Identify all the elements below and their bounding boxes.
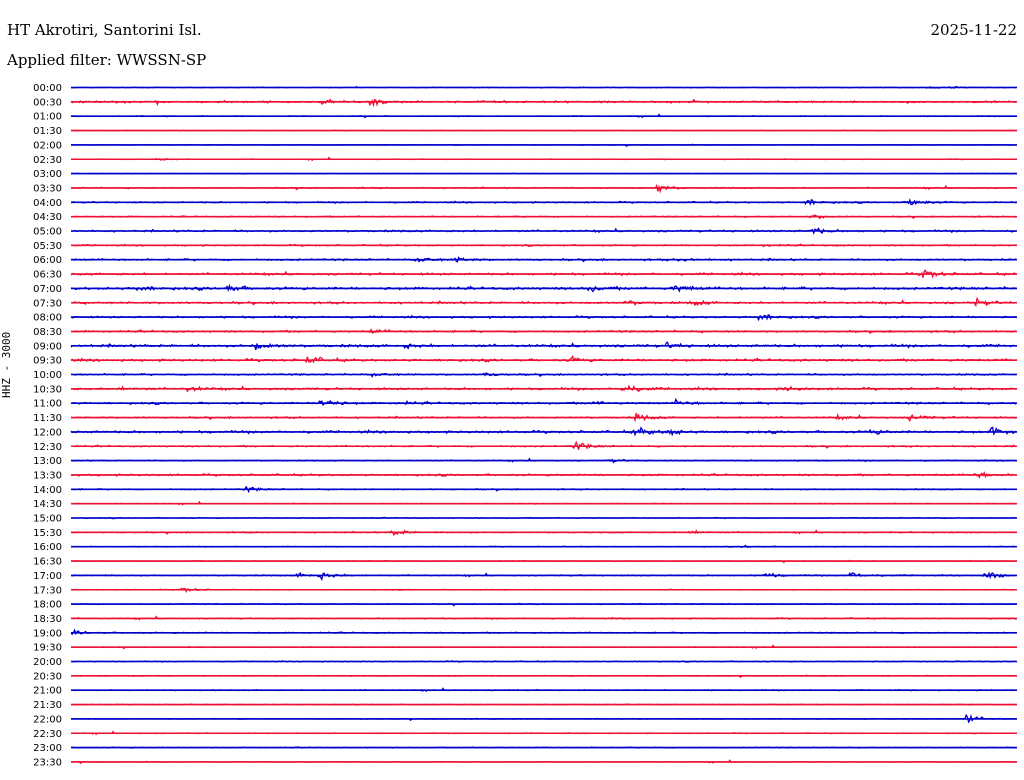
trace-time-label: 05:30 [33, 241, 62, 252]
trace-time-label: 09:00 [33, 341, 62, 352]
trace-time-label: 18:00 [33, 600, 62, 611]
trace-time-label: 14:00 [33, 485, 62, 496]
trace-time-label: 03:30 [33, 183, 62, 194]
trace-time-label: 11:00 [33, 399, 62, 410]
trace-time-label: 22:00 [33, 714, 62, 725]
trace-time-label: 06:30 [33, 270, 62, 281]
trace-time-label: 22:30 [33, 729, 62, 740]
trace-time-label: 03:00 [33, 169, 62, 180]
trace-time-label: 12:30 [33, 442, 62, 453]
trace-time-label: 23:00 [33, 743, 62, 754]
trace-time-label: 16:00 [33, 542, 62, 553]
trace-time-label: 07:30 [33, 298, 62, 309]
trace-time-label: 07:00 [33, 284, 62, 295]
date-label: 2025-11-22 [930, 21, 1017, 39]
trace-time-label: 01:00 [33, 112, 62, 123]
station-title: HT Akrotiri, Santorini Isl. [7, 21, 202, 39]
trace-time-label: 16:30 [33, 557, 62, 568]
trace-time-label: 08:00 [33, 313, 62, 324]
trace-time-label: 12:00 [33, 427, 62, 438]
trace-time-label: 15:00 [33, 514, 62, 525]
trace-time-label: 02:30 [33, 155, 62, 166]
trace-time-label: 10:30 [33, 384, 62, 395]
trace-time-label: 21:00 [33, 686, 62, 697]
trace-time-label: 20:00 [33, 657, 62, 668]
trace-time-label: 04:30 [33, 212, 62, 223]
trace-time-label: 18:30 [33, 614, 62, 625]
trace-time-label: 13:30 [33, 470, 62, 481]
trace-time-label: 00:00 [33, 83, 62, 94]
trace-time-label: 00:30 [33, 97, 62, 108]
trace-time-label: 05:00 [33, 227, 62, 238]
trace-time-label: 02:00 [33, 140, 62, 151]
trace-time-label: 14:30 [33, 499, 62, 510]
trace-time-label: 06:00 [33, 255, 62, 266]
trace-time-label: 15:30 [33, 528, 62, 539]
seismic-trace [70, 426, 1017, 437]
seismic-trace [70, 397, 1018, 407]
trace-time-label: 21:30 [33, 700, 62, 711]
trace-time-label: 08:30 [33, 327, 62, 338]
trace-time-label: 09:30 [33, 356, 62, 367]
trace-time-label: 19:00 [33, 628, 62, 639]
trace-time-label: 17:00 [33, 571, 62, 582]
seismic-trace [70, 355, 1017, 364]
trace-time-label: 10:00 [33, 370, 62, 381]
trace-time-label: 19:30 [33, 643, 62, 654]
trace-time-label: 13:00 [33, 456, 62, 467]
trace-time-label: 23:30 [33, 757, 62, 768]
trace-time-label: 20:30 [33, 671, 62, 682]
trace-time-label: 11:30 [33, 413, 62, 424]
trace-time-label: 17:30 [33, 585, 62, 596]
trace-time-label: 04:00 [33, 198, 62, 209]
trace-time-label: 01:30 [33, 126, 62, 137]
filter-label: Applied filter: WWSSN-SP [7, 51, 207, 69]
